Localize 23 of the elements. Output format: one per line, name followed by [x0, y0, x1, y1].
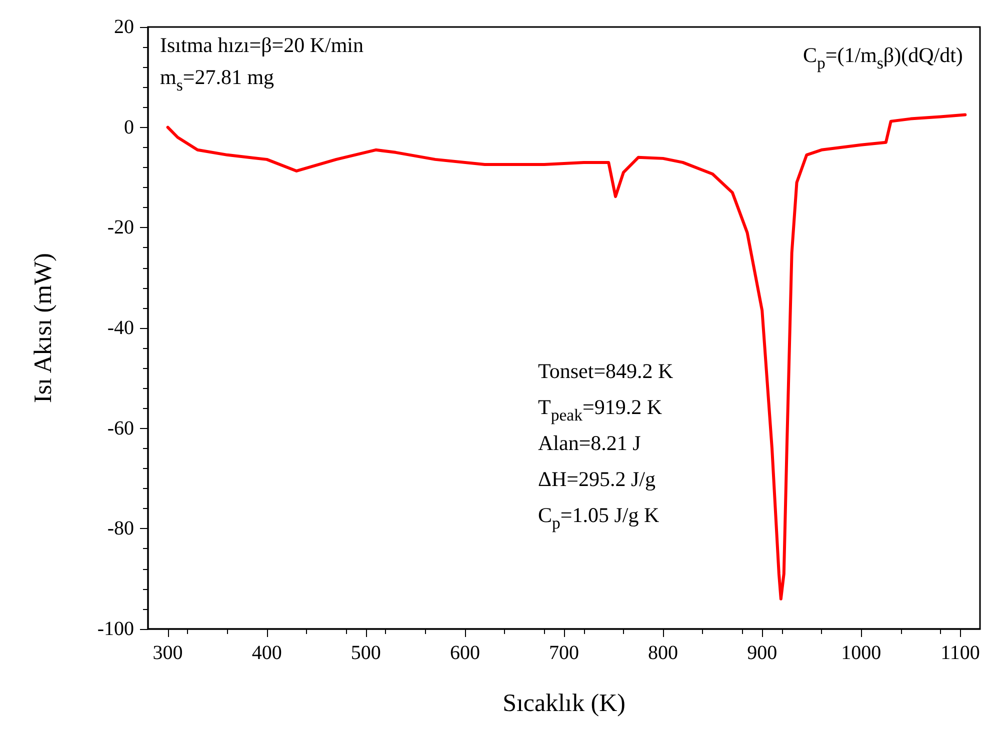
- y-axis-title: Isı Akısı (mW): [30, 253, 57, 403]
- x-tick-label: 800: [648, 642, 678, 664]
- y-tick-label: -100: [97, 618, 134, 640]
- y-tick-label: 0: [124, 116, 134, 138]
- x-tick-label: 1100: [940, 642, 980, 664]
- y-tick-label: 20: [114, 16, 134, 38]
- y-tick-label: -20: [107, 216, 134, 239]
- y-tick-label: -80: [107, 518, 134, 540]
- annotation: Tonset=849.2 K: [538, 359, 674, 384]
- x-tick-label: 500: [350, 642, 381, 664]
- y-tick-label: -40: [107, 317, 134, 339]
- line-series: [166, 113, 967, 600]
- y-tick-label: -60: [107, 417, 134, 440]
- x-tick-label: 300: [152, 642, 183, 664]
- annotation: Alan=8.21 J: [538, 431, 641, 456]
- x-tick-label: 700: [549, 642, 579, 664]
- x-tick-label: 400: [252, 642, 282, 664]
- x-tick-label: 900: [747, 642, 778, 664]
- x-axis-title: Sıcaklık (K): [502, 690, 626, 717]
- annotation: ΔH=295.2 J/g: [538, 467, 656, 492]
- x-tick-label: 1000: [841, 642, 882, 664]
- x-tick-label: 600: [450, 642, 480, 664]
- annotation: Isıtma hızı=β=20 K/min: [160, 33, 364, 58]
